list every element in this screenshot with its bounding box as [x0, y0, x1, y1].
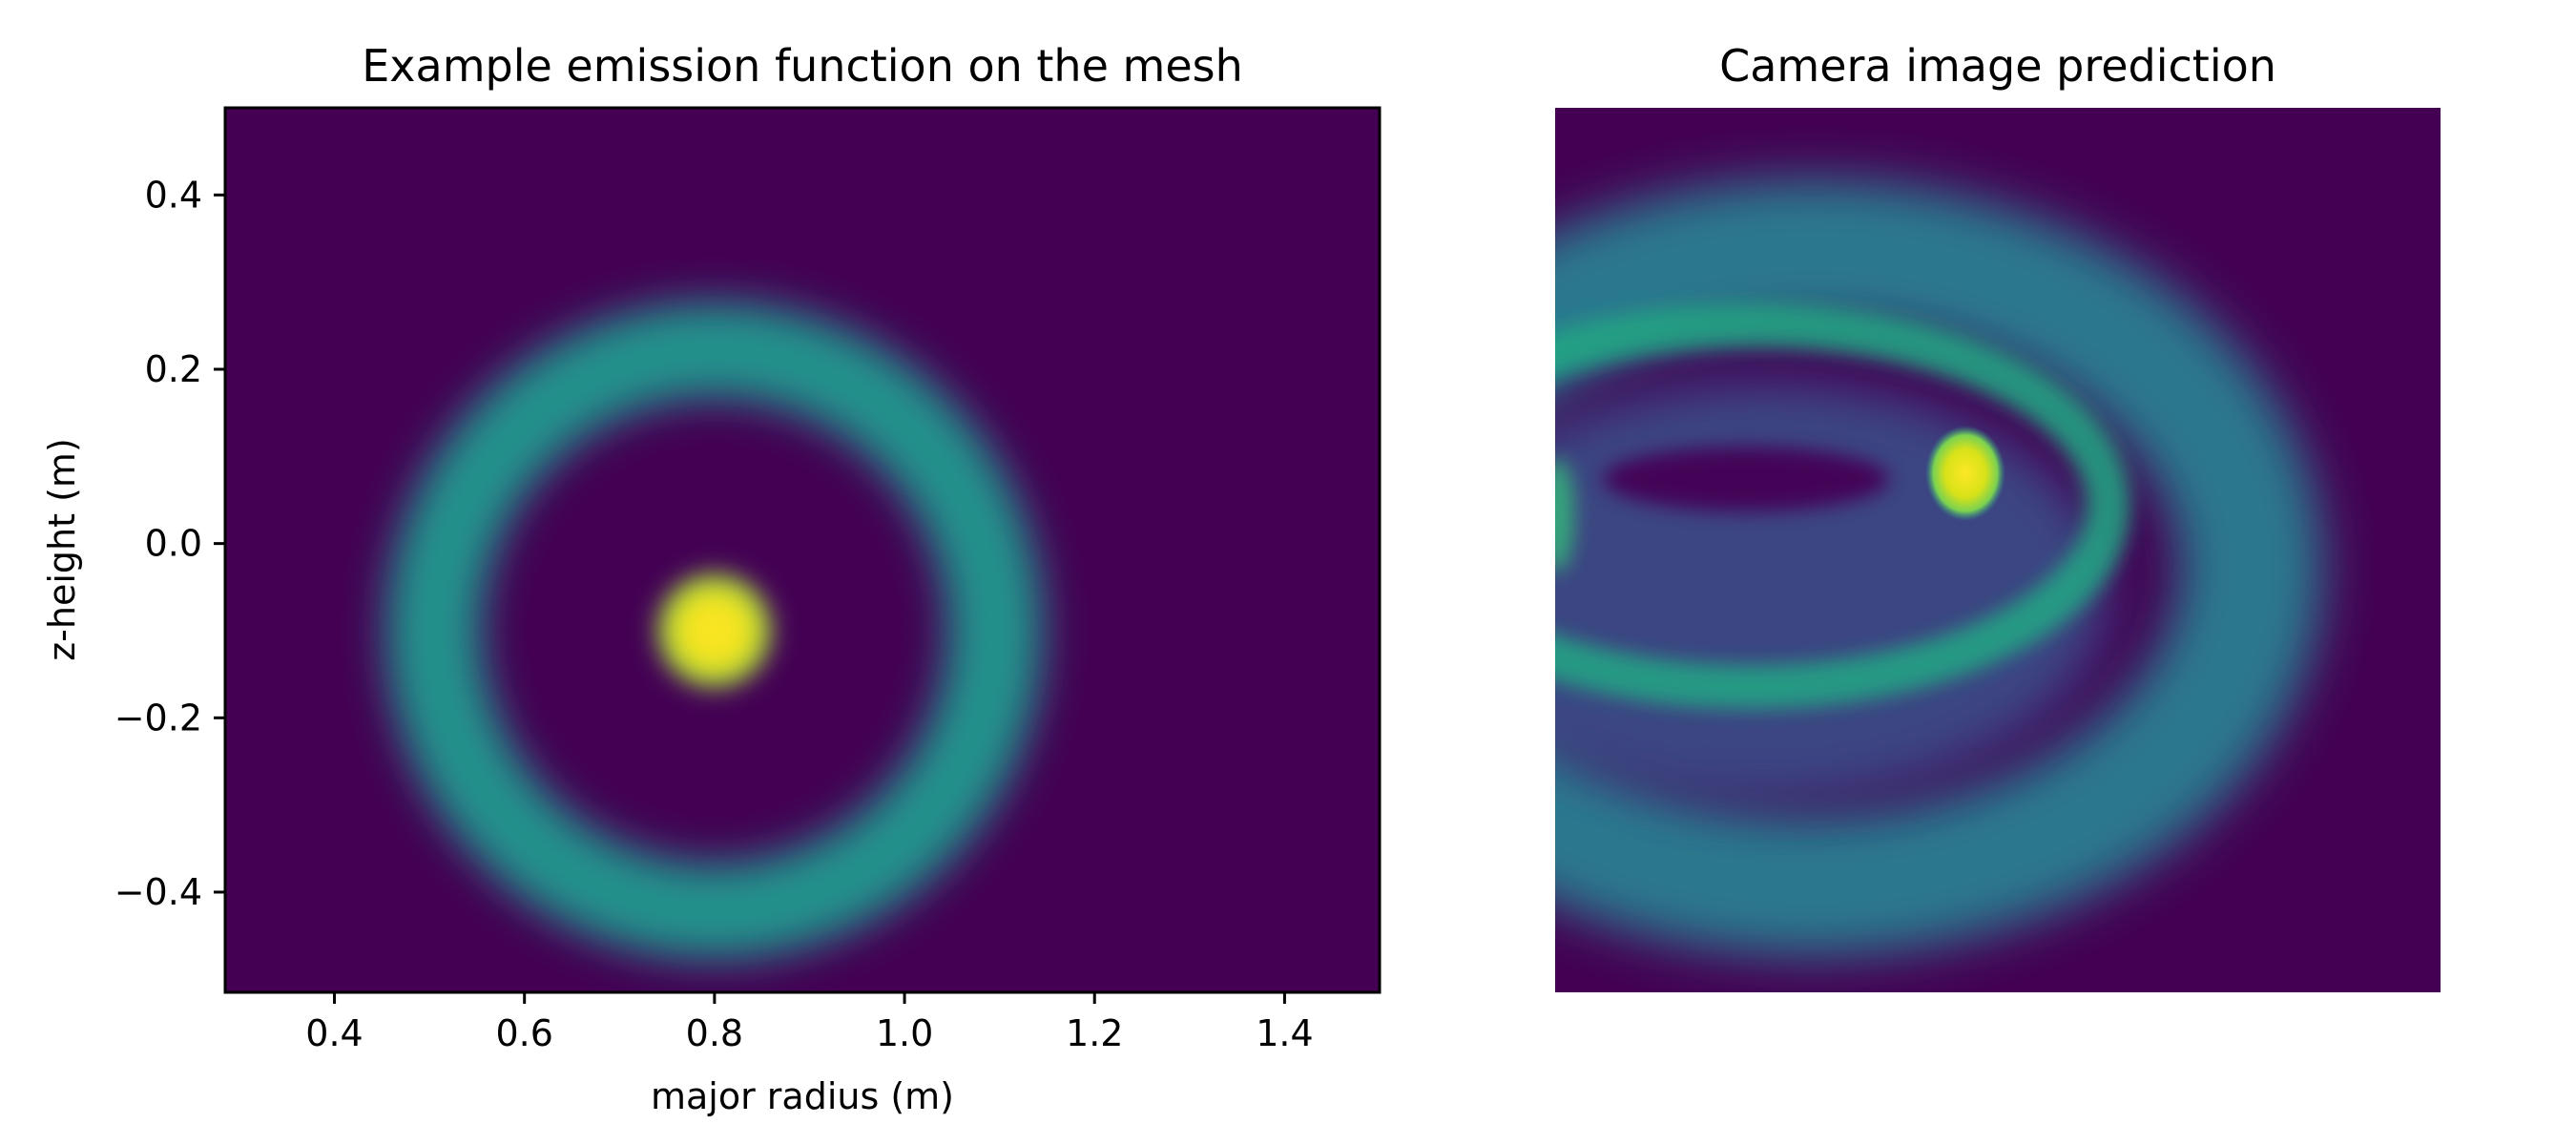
- left-y-ticks: 0.4 0.2 0.0 −0.2 −0.4: [114, 174, 225, 913]
- y-tick-label: −0.4: [114, 871, 202, 913]
- emission-ring: [385, 302, 1044, 960]
- x-tick-label: 1.0: [876, 1012, 933, 1054]
- y-tick-label: 0.4: [145, 174, 202, 216]
- x-tick-label: 0.4: [305, 1012, 363, 1054]
- inner-ellipse-band: [1555, 302, 2130, 709]
- y-tick-label: −0.2: [114, 697, 202, 739]
- right-heatmap: [1555, 108, 2441, 992]
- diffuse-glow: [1555, 382, 2109, 802]
- x-tick-label: 0.6: [495, 1012, 552, 1054]
- camera-bright-spot: [1925, 426, 2005, 521]
- y-tick-label: 0.0: [145, 523, 202, 565]
- y-tick-label: 0.2: [145, 348, 202, 390]
- right-chart-title: Camera image prediction: [1719, 40, 2276, 92]
- left-chart-title: Example emission function on the mesh: [362, 40, 1243, 92]
- left-x-axis-label: major radius (m): [651, 1075, 954, 1117]
- x-tick-label: 1.2: [1066, 1012, 1123, 1054]
- left-plot-frame: [223, 106, 1381, 994]
- x-tick-label: 1.4: [1256, 1012, 1313, 1054]
- edge-highlight: [1555, 458, 1574, 572]
- x-tick-label: 0.8: [686, 1012, 743, 1054]
- left-x-ticks: 0.4 0.6 0.8 1.0 1.2 1.4: [305, 992, 1314, 1054]
- outer-toroidal-band: [1555, 179, 2323, 956]
- left-heatmap: 0.4 0.6 0.8 1.0 1.2 1.4 0.4 0.2 0.0 −0.2 −0.4 maj…: [41, 106, 1381, 1117]
- left-y-axis-label: z-height (m): [41, 438, 83, 661]
- emission-spot: [649, 566, 779, 696]
- dark-core: [1603, 447, 1889, 511]
